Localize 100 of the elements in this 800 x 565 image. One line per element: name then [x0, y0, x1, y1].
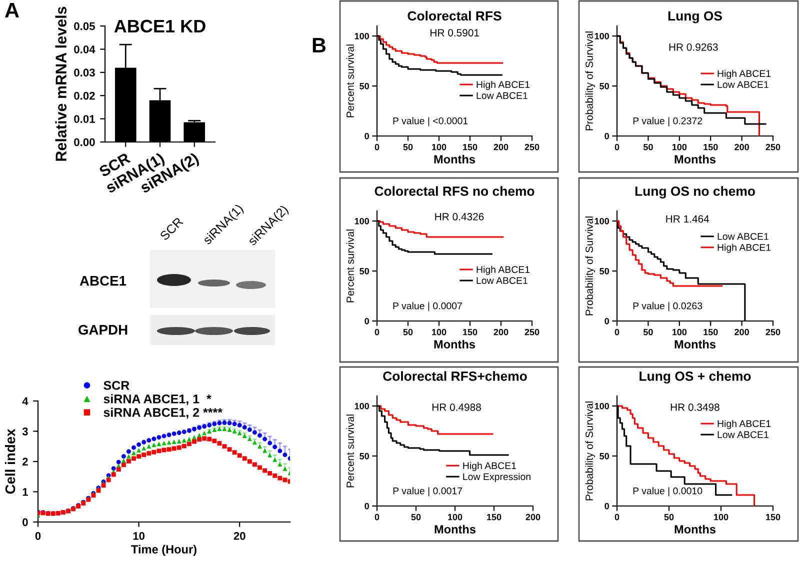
annotation: P value | 0.0007 — [393, 302, 462, 312]
x-tick-label: 50 — [411, 514, 421, 520]
x-axis-title: Months — [674, 154, 716, 164]
point — [126, 458, 131, 464]
y-tick-label: 2 — [22, 458, 28, 466]
legend-label: High ABCE1 — [718, 244, 771, 253]
point — [176, 445, 182, 450]
legend-label: High ABCE1 — [476, 80, 530, 90]
point — [142, 440, 146, 444]
y-tick-label: 0 — [604, 502, 609, 510]
legend-label: High ABCE1 — [476, 266, 530, 275]
text: GAPDH — [78, 324, 128, 335]
legend-label: High ABCE1 — [718, 70, 771, 79]
annotation: P value | 0.0263 — [633, 302, 702, 312]
y-tick-label: 50 — [600, 82, 609, 90]
point — [166, 440, 172, 445]
chart-title: Lung OS no chemo — [635, 186, 755, 199]
x-tick-label: 200 — [734, 328, 749, 336]
point — [252, 430, 257, 435]
x-tick-label: 0 — [374, 328, 380, 336]
point — [106, 478, 111, 482]
x-tick-label: 50 — [403, 144, 413, 150]
chart-title: Colorectal RFS — [408, 10, 502, 21]
x-tick-label: 0 — [35, 532, 41, 540]
y-tick-label: 0.03 — [74, 68, 95, 77]
annotation: P value | 0.0010 — [633, 487, 702, 496]
point — [136, 454, 142, 459]
point — [166, 432, 172, 438]
point — [142, 452, 146, 458]
x-tick-label: 50 — [643, 144, 653, 150]
point — [186, 442, 192, 446]
x-tick-label: 200 — [494, 328, 508, 336]
point — [132, 450, 136, 456]
legend-label: Low ABCE1 — [476, 92, 528, 100]
point — [166, 447, 172, 452]
point — [146, 451, 152, 456]
x-axis-title: Months — [674, 524, 716, 534]
point — [172, 431, 176, 436]
x-tick-label: 200 — [494, 144, 508, 150]
x-tick-label: 100 — [714, 514, 728, 520]
legend-label: Low Expression — [463, 472, 530, 482]
x-axis-title: Months — [434, 340, 475, 349]
y-tick-label: 100 — [594, 32, 609, 40]
point — [111, 472, 116, 477]
y-tick-label: 100 — [354, 32, 369, 40]
point — [258, 433, 262, 438]
chart-title: ABCE1 KD — [114, 20, 206, 33]
text: ABCE1 — [80, 276, 126, 286]
y-axis-title: Relative mRNA levels — [55, 6, 66, 161]
y-tick-label: 0.02 — [74, 92, 95, 100]
y-tick-label: 0 — [364, 132, 369, 140]
y-tick-label: 4 — [22, 397, 28, 406]
x-tick-label: 100 — [432, 328, 446, 336]
annotation: HR 0.5901 — [430, 29, 479, 36]
point — [116, 467, 121, 472]
annotation: HR 1.464 — [666, 215, 710, 223]
y-tick-label: 3 — [22, 428, 28, 436]
x-tick-label: 100 — [448, 514, 462, 520]
y-tick-label: 50 — [360, 82, 369, 90]
y-tick-label: 0 — [364, 502, 369, 510]
annotation: HR 0.9263 — [669, 43, 718, 51]
x-tick-label: 150 — [766, 514, 780, 520]
point — [111, 466, 116, 471]
x-tick-label: 0 — [614, 328, 620, 336]
legend-label: SCR — [104, 380, 130, 390]
point — [162, 440, 166, 446]
point — [268, 440, 272, 446]
x-tick-label: 250 — [524, 144, 540, 150]
annotation: HR 0.4988 — [432, 404, 481, 411]
x-tick-label: 0 — [614, 514, 620, 520]
y-tick-label: 0.01 — [74, 115, 95, 123]
x-tick-label: 150 — [463, 144, 478, 150]
y-tick-label: 100 — [594, 402, 609, 410]
y-tick-label: 0.05 — [74, 22, 95, 30]
y-tick-label: 100 — [354, 218, 369, 224]
x-tick-label: 50 — [643, 328, 653, 336]
legend-label: Low ABCE1 — [718, 233, 768, 240]
x-axis-title: Months — [434, 154, 475, 164]
x-tick-label: 20 — [234, 532, 246, 540]
x-tick-label: 100 — [672, 328, 687, 336]
legend-label: siRNA ABCE1, 2 **** — [104, 408, 222, 419]
x-tick-label: 0 — [614, 144, 620, 150]
point — [272, 444, 278, 450]
annotation: P value | <0.0001 — [393, 117, 468, 126]
y-axis-title: Percent survival — [346, 44, 354, 118]
y-tick-label: 1 — [22, 488, 28, 496]
point — [126, 454, 131, 459]
point — [136, 448, 142, 453]
point — [282, 452, 288, 458]
legend-label: siRNA ABCE1, 1 * — [104, 394, 212, 406]
point — [202, 430, 207, 436]
y-axis-title: Probability of Survival — [585, 32, 595, 130]
point — [192, 439, 196, 444]
point — [156, 448, 162, 454]
point — [182, 444, 186, 448]
y-tick-label: 50 — [360, 452, 369, 460]
point — [176, 430, 182, 435]
point — [186, 436, 192, 442]
point — [152, 450, 156, 454]
point — [136, 442, 142, 447]
